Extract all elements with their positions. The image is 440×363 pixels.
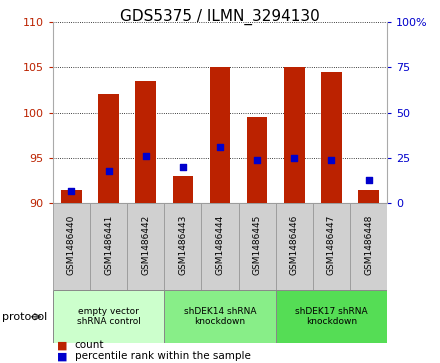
Point xyxy=(180,164,187,170)
Text: ■: ■ xyxy=(57,340,68,350)
Text: percentile rank within the sample: percentile rank within the sample xyxy=(75,351,251,361)
Point xyxy=(216,144,224,150)
Text: GSM1486440: GSM1486440 xyxy=(67,215,76,275)
Text: GDS5375 / ILMN_3294130: GDS5375 / ILMN_3294130 xyxy=(120,9,320,25)
Text: GSM1486444: GSM1486444 xyxy=(216,215,224,275)
Point xyxy=(68,188,75,193)
Bar xyxy=(276,290,387,343)
Bar xyxy=(127,203,164,290)
Bar xyxy=(276,203,313,290)
Bar xyxy=(136,81,156,203)
Text: GSM1486447: GSM1486447 xyxy=(327,215,336,275)
Bar xyxy=(164,290,276,343)
Point xyxy=(365,177,372,183)
Text: ■: ■ xyxy=(57,351,68,361)
Bar xyxy=(53,290,164,343)
Bar xyxy=(202,203,238,290)
Bar xyxy=(359,189,379,203)
Bar xyxy=(238,203,276,290)
Bar xyxy=(284,67,304,203)
Bar xyxy=(164,203,202,290)
Point xyxy=(291,155,298,161)
Bar xyxy=(61,189,81,203)
Text: GSM1486446: GSM1486446 xyxy=(290,215,299,275)
Text: GSM1486445: GSM1486445 xyxy=(253,215,262,275)
Bar xyxy=(350,203,387,290)
Text: empty vector
shRNA control: empty vector shRNA control xyxy=(77,307,140,326)
Bar xyxy=(90,203,127,290)
Bar xyxy=(98,94,119,203)
Bar xyxy=(313,203,350,290)
Text: shDEK17 shRNA
knockdown: shDEK17 shRNA knockdown xyxy=(295,307,368,326)
Text: GSM1486442: GSM1486442 xyxy=(141,215,150,275)
Bar xyxy=(172,176,193,203)
Text: GSM1486448: GSM1486448 xyxy=(364,215,373,275)
Bar xyxy=(53,203,90,290)
Text: GSM1486441: GSM1486441 xyxy=(104,215,113,275)
Bar xyxy=(210,67,230,203)
Bar xyxy=(321,72,342,203)
Point xyxy=(105,168,112,174)
Point xyxy=(253,157,260,163)
Text: GSM1486443: GSM1486443 xyxy=(178,215,187,275)
Text: shDEK14 shRNA
knockdown: shDEK14 shRNA knockdown xyxy=(184,307,256,326)
Text: protocol: protocol xyxy=(2,312,48,322)
Bar xyxy=(247,117,268,203)
Point xyxy=(142,153,149,159)
Text: count: count xyxy=(75,340,104,350)
Point xyxy=(328,157,335,163)
